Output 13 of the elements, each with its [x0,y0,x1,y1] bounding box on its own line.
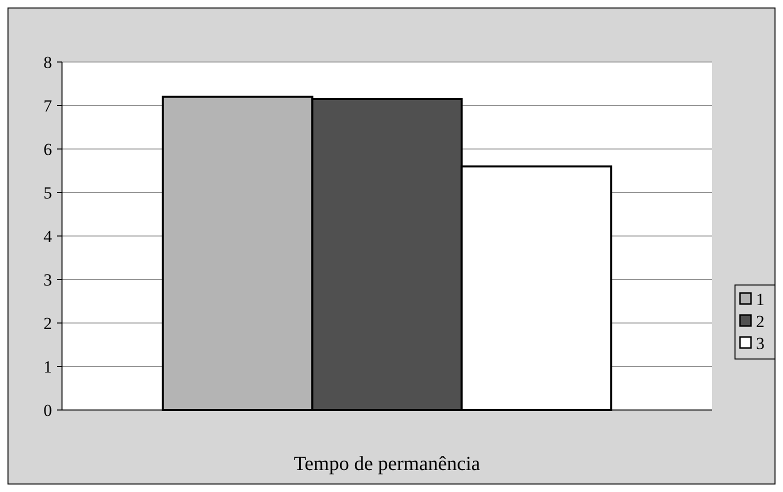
legend-label: 1 [756,290,764,309]
y-tick-label: 8 [44,52,52,72]
y-tick-label: 1 [44,357,52,376]
y-tick-label: 3 [44,270,52,290]
legend-label: 3 [756,334,764,353]
y-tick-label: 4 [44,226,52,246]
x-axis-title: Tempo de permanência [294,453,480,475]
y-tick-label: 0 [44,400,52,420]
y-tick-label: 7 [44,96,52,116]
legend-label: 2 [756,312,764,331]
y-tick-label: 5 [44,183,52,202]
y-tick-label: 2 [44,314,52,333]
y-tick-label: 6 [44,140,52,159]
